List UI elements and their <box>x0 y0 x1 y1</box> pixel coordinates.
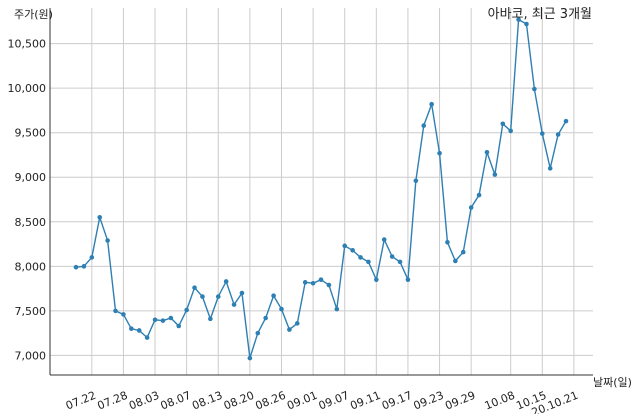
data-point <box>342 243 348 249</box>
data-point <box>437 150 442 156</box>
data-point <box>113 308 118 314</box>
data-point <box>105 238 110 243</box>
data-point <box>397 259 403 265</box>
y-axis-title: 주가(원) <box>14 8 53 21</box>
data-point <box>484 150 490 155</box>
x-tick-label: 07.22 <box>64 389 98 413</box>
data-point <box>97 215 103 220</box>
data-point <box>121 312 126 317</box>
y-tick-label: 8,500 <box>15 216 47 229</box>
data-point <box>200 294 205 299</box>
y-tick-label: 10,000 <box>8 82 47 95</box>
data-point <box>247 355 253 361</box>
series-line <box>75 18 567 359</box>
y-tick-label: 7,500 <box>15 305 47 318</box>
y-tick-label: 9,500 <box>15 127 47 140</box>
x-tick-label: 08.07 <box>159 389 193 413</box>
data-point <box>468 205 474 210</box>
data-point <box>168 315 174 321</box>
x-tick-label: 08.03 <box>127 389 161 413</box>
data-point <box>563 118 569 124</box>
axes <box>49 8 593 376</box>
data-point <box>381 237 387 242</box>
data-point <box>532 86 537 92</box>
data-point <box>287 327 292 332</box>
data-point <box>89 255 95 260</box>
x-tick-label: 09.11 <box>348 389 382 413</box>
data-point <box>176 323 182 329</box>
x-tick-label: 09.29 <box>443 389 477 413</box>
data-point <box>524 21 529 27</box>
data-point <box>516 17 521 22</box>
data-point <box>271 293 276 299</box>
data-point <box>389 254 395 259</box>
data-point <box>421 123 427 128</box>
x-tick-label: 08.20 <box>222 389 256 413</box>
data-point <box>294 321 300 326</box>
data-point <box>255 330 261 336</box>
data-points <box>73 17 569 361</box>
data-point <box>350 247 355 253</box>
data-point <box>231 302 237 307</box>
data-point <box>215 294 221 299</box>
x-tick-labels: 07.2207.2808.0308.0708.1308.2008.2609.01… <box>64 389 580 414</box>
data-point <box>334 306 340 312</box>
y-tick-label: 10,500 <box>8 38 47 51</box>
data-point <box>539 131 545 136</box>
data-point <box>192 285 197 291</box>
data-point <box>81 264 87 269</box>
y-tick-label: 9,000 <box>15 171 47 184</box>
data-point <box>136 328 142 333</box>
data-point <box>476 192 482 198</box>
data-point <box>555 132 561 137</box>
data-point <box>239 290 245 296</box>
data-point <box>152 317 158 323</box>
data-point <box>129 326 134 331</box>
x-tick-label: 09.23 <box>412 389 446 413</box>
data-point <box>366 259 371 265</box>
data-point <box>374 277 379 282</box>
data-point <box>547 166 553 171</box>
x-tick-label: 10.08 <box>483 389 517 413</box>
x-tick-label: 09.07 <box>317 389 351 413</box>
data-point <box>160 318 166 323</box>
data-point <box>223 279 229 284</box>
y-tick-label: 8,000 <box>15 260 47 273</box>
x-tick-label: 09.17 <box>380 389 414 413</box>
y-tick-label: 7,000 <box>15 349 47 362</box>
data-point <box>413 178 419 184</box>
x-tick-label: 08.13 <box>190 389 224 413</box>
data-point <box>492 172 498 177</box>
data-point <box>279 306 284 312</box>
data-point <box>358 255 363 260</box>
data-point <box>453 258 458 264</box>
data-point <box>429 101 434 107</box>
y-tick-labels: 7,000 7,500 8,000 8,500 9,000 9,500 10,000 10,5… <box>8 38 47 363</box>
chart-title: 아바코, 최근 3개월 <box>488 7 592 22</box>
data-point <box>184 307 189 313</box>
x-axis-title: 날짜(일) <box>593 375 632 389</box>
data-point <box>73 264 79 270</box>
data-point <box>445 239 450 245</box>
data-point <box>208 316 213 322</box>
data-point <box>144 335 150 340</box>
data-point <box>302 280 308 285</box>
data-point <box>460 249 466 255</box>
data-point <box>500 121 506 127</box>
data-point <box>508 128 513 134</box>
x-tick-label: 09.01 <box>285 389 319 413</box>
data-point <box>326 282 332 288</box>
x-tick-label: 07.28 <box>95 389 129 413</box>
data-point <box>263 315 268 321</box>
grid-lines <box>50 8 593 375</box>
data-point <box>310 280 316 286</box>
x-tick-label: 08.26 <box>254 389 288 413</box>
data-point <box>405 277 411 282</box>
data-point <box>318 277 324 282</box>
